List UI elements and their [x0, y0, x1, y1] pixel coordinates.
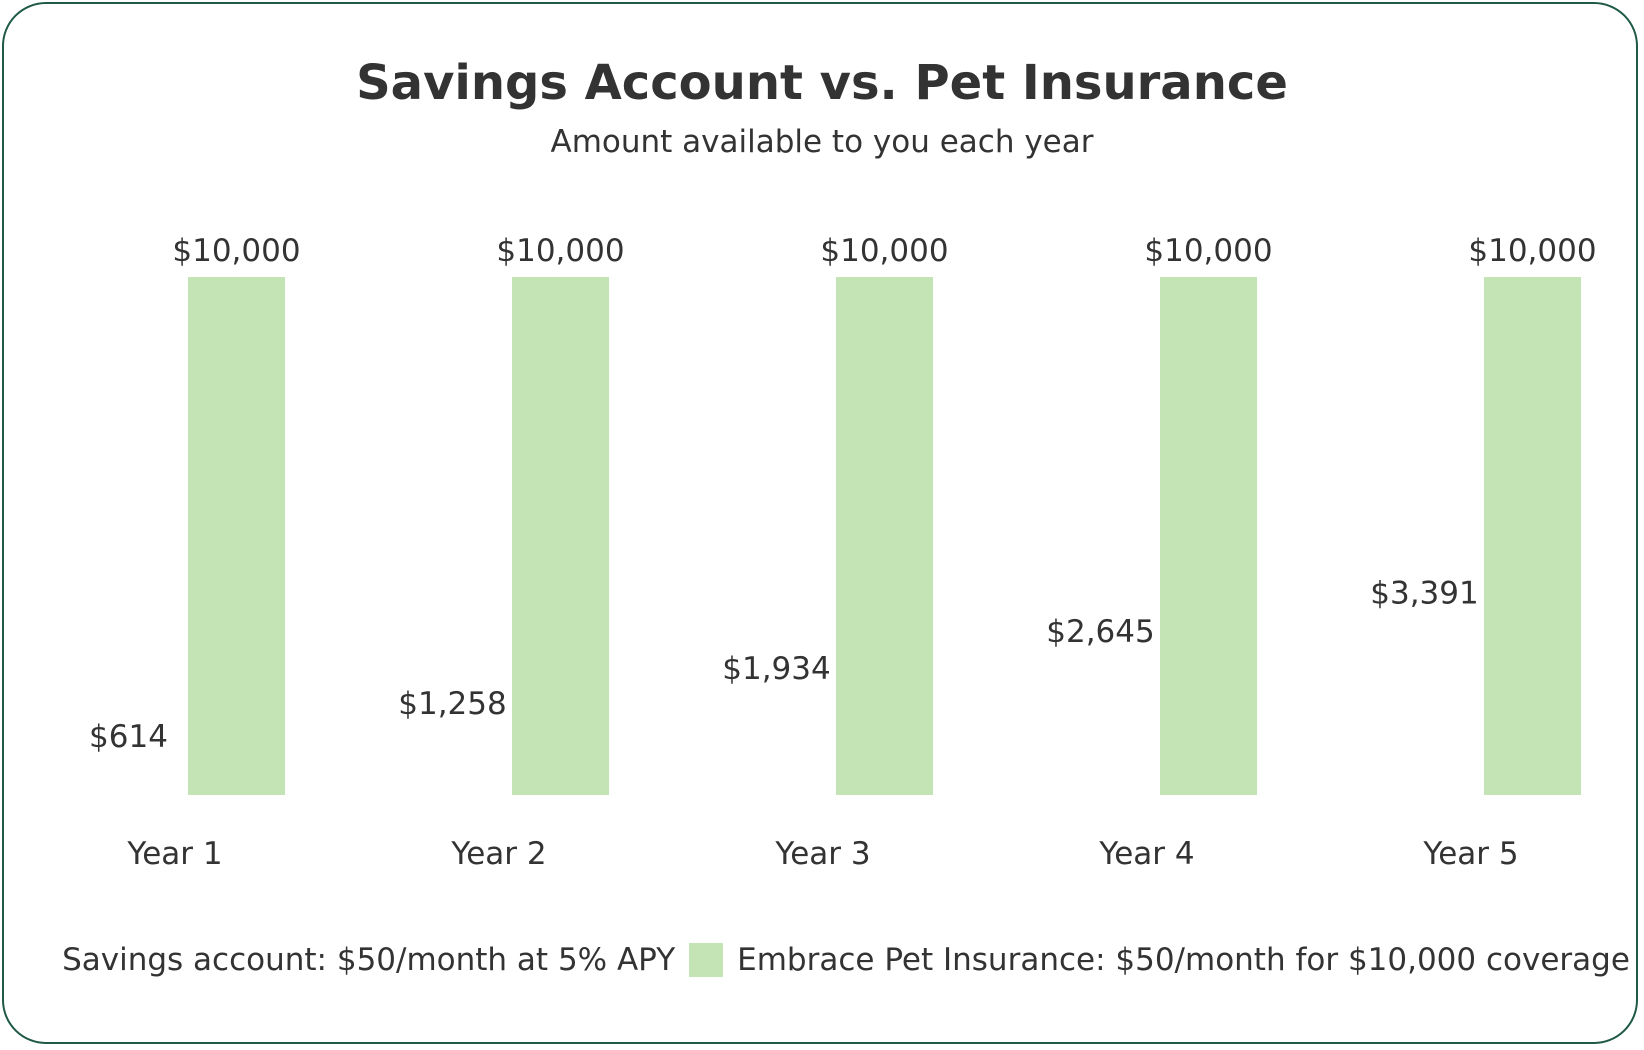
data-label-savings-3: $1,934	[722, 651, 830, 687]
data-label-pet-insurance-2: $10,000	[496, 233, 624, 269]
data-label-pet-insurance-3: $10,000	[820, 233, 948, 269]
legend: Savings account: $50/month at 5% APY Emb…	[0, 942, 1644, 978]
bar-pet-insurance-4[interactable]	[1160, 277, 1257, 795]
bar-savings-3[interactable]	[728, 694, 825, 795]
category-label-year-2: Year 2	[450, 836, 546, 872]
category-label-year-5: Year 5	[1422, 836, 1518, 872]
bar-savings-4[interactable]	[1052, 657, 1149, 795]
bar-savings-5[interactable]	[1376, 619, 1473, 795]
bar-pet-insurance-1[interactable]	[188, 277, 285, 795]
bar-pet-insurance-2[interactable]	[512, 277, 609, 795]
bar-savings-1[interactable]	[80, 763, 177, 795]
data-label-savings-1: $614	[89, 719, 168, 755]
data-label-pet-insurance-4: $10,000	[1144, 233, 1272, 269]
legend-item-pet-insurance[interactable]: Embrace Pet Insurance: $50/month for $10…	[689, 942, 1630, 978]
bar-pet-insurance-5[interactable]	[1484, 277, 1581, 795]
legend-swatch-pet-insurance	[689, 943, 724, 977]
category-label-year-3: Year 3	[774, 836, 870, 872]
chart-title: Savings Account vs. Pet Insurance	[356, 55, 1288, 111]
data-label-savings-4: $2,645	[1046, 614, 1154, 650]
legend-swatch-savings	[14, 943, 49, 977]
category-label-year-1: Year 1	[126, 836, 222, 872]
category-label-year-4: Year 4	[1098, 836, 1194, 872]
legend-label-pet-insurance: Embrace Pet Insurance: $50/month for $10…	[737, 942, 1630, 978]
data-label-savings-5: $3,391	[1370, 575, 1478, 611]
legend-item-savings[interactable]: Savings account: $50/month at 5% APY	[14, 942, 675, 978]
data-label-pet-insurance-5: $10,000	[1468, 233, 1596, 269]
bar-pet-insurance-3[interactable]	[836, 277, 933, 795]
data-label-savings-2: $1,258	[398, 686, 506, 722]
chart-subtitle: Amount available to you each year	[550, 124, 1094, 160]
bar-savings-2[interactable]	[404, 729, 501, 795]
data-label-pet-insurance-1: $10,000	[172, 233, 300, 269]
legend-label-savings: Savings account: $50/month at 5% APY	[62, 942, 676, 978]
